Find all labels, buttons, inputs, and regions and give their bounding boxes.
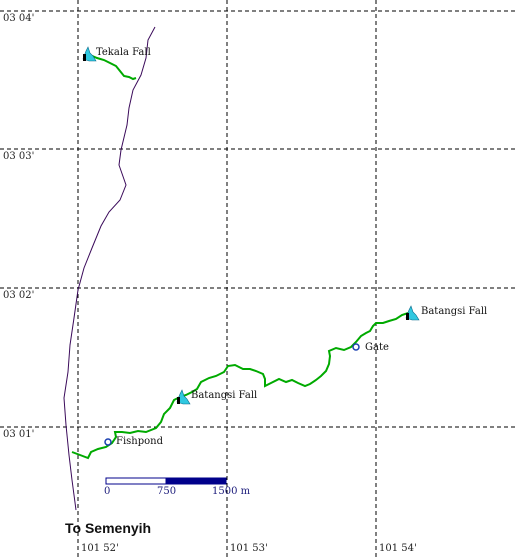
place-label-tekala-fall: Tekala Fall <box>96 47 151 58</box>
circle-marker-icon <box>104 438 112 446</box>
place-label-fishpond: Fishpond <box>116 436 163 447</box>
scale-label-750: 750 <box>157 486 177 497</box>
lon-label-10154: 101 54' <box>379 543 417 554</box>
scale-bar-segment-light <box>105 477 167 485</box>
waterfall-icon <box>176 389 191 405</box>
lat-label-0303: 03 03' <box>3 151 35 162</box>
lon-label-10152: 101 52' <box>81 543 119 554</box>
trail-main <box>71 311 415 460</box>
scale-bar <box>105 477 227 485</box>
waterfall-icon <box>405 305 420 321</box>
direction-label: To Semenyih <box>65 520 152 536</box>
lat-label-0301: 03 01' <box>3 429 35 440</box>
circle-marker-icon <box>352 343 360 351</box>
lat-label-0304: 03 04' <box>3 13 35 24</box>
place-label-batangsi-fall-east: Batangsi Fall <box>421 306 488 317</box>
road-line <box>63 26 156 511</box>
waterfall-icon <box>82 46 97 62</box>
lon-label-10153: 101 53' <box>230 543 268 554</box>
scale-label-1500: 1500 m <box>212 486 251 497</box>
scale-label-0: 0 <box>104 486 111 497</box>
place-label-gate: Gate <box>365 342 389 353</box>
place-label-batangsi-fall-west: Batangsi Fall <box>191 390 258 401</box>
lat-label-0302: 03 02' <box>3 290 35 301</box>
scale-bar-segment-dark <box>165 477 227 485</box>
trail-tekala <box>89 54 137 81</box>
